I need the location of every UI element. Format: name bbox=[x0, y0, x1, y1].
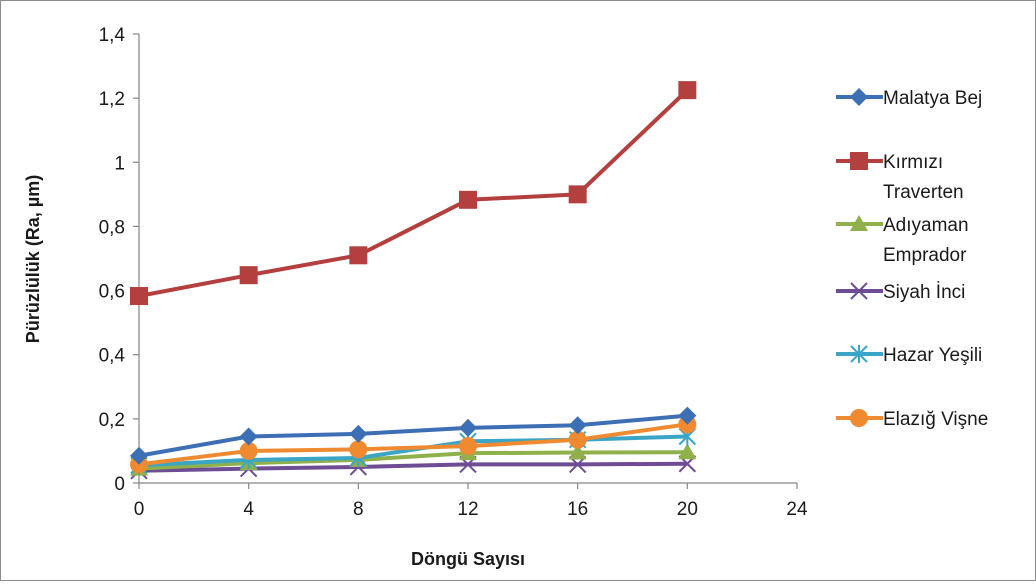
series-line bbox=[138, 450, 688, 471]
legend-label: Elazığ Vişne bbox=[883, 409, 988, 430]
data-point bbox=[678, 81, 697, 100]
data-point bbox=[349, 440, 368, 459]
series-line bbox=[138, 461, 688, 473]
data-point bbox=[239, 441, 258, 460]
series-line bbox=[138, 422, 688, 467]
data-point bbox=[568, 443, 587, 460]
legend-label-line: Kırmızı bbox=[883, 152, 943, 173]
legend-label-line: Elazığ Vişne bbox=[883, 409, 988, 430]
legend-label: Adıyaman Emprador bbox=[883, 215, 969, 266]
legend-label-line: Hazar Yeşili bbox=[883, 345, 982, 366]
y-tick-label: 0,6 bbox=[99, 282, 125, 303]
data-point bbox=[349, 424, 368, 443]
legend-label-line: Siyah İnci bbox=[883, 282, 965, 303]
legend-entry: Hazar Yeşili bbox=[836, 345, 982, 366]
legend-label: Kırmızı Traverten bbox=[883, 152, 964, 203]
series-line bbox=[138, 413, 688, 458]
y-axis-label: Pürüzlülük (Ra, µm) bbox=[23, 175, 43, 343]
data-point bbox=[678, 406, 697, 425]
y-tick-label: 0 bbox=[114, 474, 125, 495]
axes: 0 0,2 0,4 0,6 0,8 1 1,2 1,4 0 4 8 12 16 20 24 bbox=[99, 25, 808, 520]
legend-label: Siyah İnci bbox=[883, 282, 965, 303]
data-point bbox=[459, 437, 477, 456]
legend-marker bbox=[850, 215, 868, 231]
plot-area bbox=[130, 81, 697, 480]
x-tick-label: 12 bbox=[457, 499, 478, 520]
legend-marker bbox=[850, 345, 868, 363]
data-point bbox=[239, 427, 258, 446]
y-tick-label: 0,4 bbox=[99, 346, 126, 367]
data-point bbox=[130, 287, 148, 306]
data-point bbox=[239, 266, 258, 285]
legend: Malatya Bej Kırmızı Traverten Adıyaman Empra… bbox=[836, 88, 988, 430]
legend-label: Hazar Yeşili bbox=[883, 345, 982, 366]
legend-label-line: Emprador bbox=[883, 245, 967, 266]
x-tick-label: 4 bbox=[243, 499, 254, 520]
legend-label: Malatya Bej bbox=[883, 88, 982, 109]
legend-label-line: Malatya Bej bbox=[883, 88, 982, 109]
data-point bbox=[568, 430, 587, 449]
legend-entry: Adıyaman Emprador bbox=[836, 215, 969, 266]
legend-entry: Malatya Bej bbox=[836, 88, 982, 109]
legend-entry: Elazığ Vişne bbox=[836, 409, 988, 430]
y-tick-label: 1 bbox=[114, 153, 125, 174]
x-axis-label: Döngü Sayısı bbox=[411, 549, 525, 569]
x-tick-label: 8 bbox=[353, 499, 364, 520]
legend-marker bbox=[850, 282, 868, 300]
legend-marker bbox=[850, 88, 868, 106]
x-tick-label: 24 bbox=[786, 499, 808, 520]
y-tick-label: 0,2 bbox=[99, 410, 125, 431]
series-1 bbox=[130, 81, 697, 306]
y-tick-label: 0,8 bbox=[99, 217, 125, 238]
series-0 bbox=[130, 406, 697, 465]
data-point bbox=[459, 190, 477, 209]
legend-marker bbox=[850, 152, 868, 170]
data-point bbox=[568, 416, 587, 435]
legend-label-line: Adıyaman bbox=[883, 215, 969, 236]
series-line bbox=[138, 88, 689, 298]
x-tick-label: 16 bbox=[567, 499, 588, 520]
legend-entry: Kırmızı Traverten bbox=[836, 152, 964, 203]
y-tick-label: 1,2 bbox=[99, 89, 125, 110]
data-point bbox=[349, 246, 368, 265]
legend-marker bbox=[850, 409, 868, 427]
x-tick-label: 20 bbox=[677, 499, 698, 520]
x-tick-label: 0 bbox=[134, 499, 145, 520]
legend-label-line: Traverten bbox=[883, 182, 964, 203]
series-3 bbox=[130, 455, 697, 480]
y-tick-label: 1,4 bbox=[99, 25, 126, 46]
legend-entry: Siyah İnci bbox=[836, 282, 965, 303]
data-point bbox=[130, 446, 148, 465]
data-point bbox=[568, 185, 587, 204]
data-point bbox=[678, 443, 697, 460]
data-point bbox=[459, 418, 477, 437]
